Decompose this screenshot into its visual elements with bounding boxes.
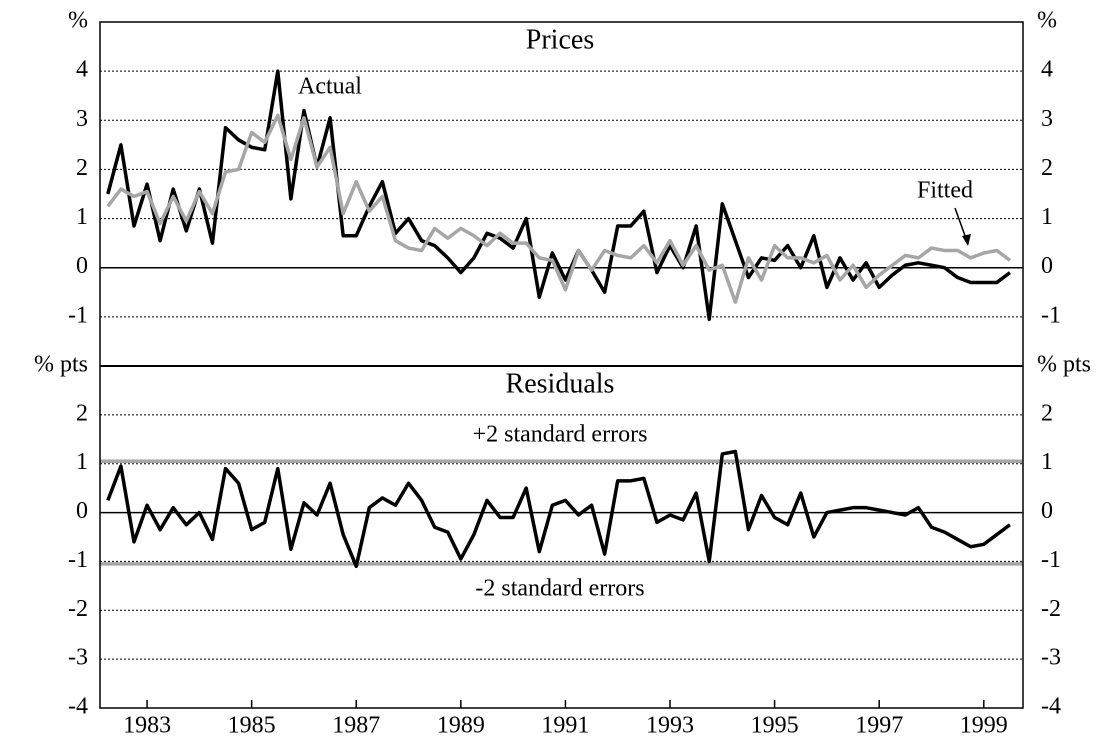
unit-label: % xyxy=(1037,8,1057,34)
y2-tick-label: 0 xyxy=(1041,253,1053,279)
y2-tick-label: 1 xyxy=(1041,204,1053,230)
y-tick-label: 4 xyxy=(76,57,88,83)
plot-frame xyxy=(99,21,1024,709)
y2-tick-label: -4 xyxy=(1041,694,1061,720)
y-tick-label: -3 xyxy=(68,645,88,671)
arrow-head xyxy=(962,234,971,246)
unit-label: % pts xyxy=(1037,352,1091,378)
y2-tick-label: 3 xyxy=(1041,106,1053,132)
y-tick-label: -1 xyxy=(68,547,88,573)
y-tick-label: -4 xyxy=(68,694,88,720)
y2-tick-label: 2 xyxy=(1041,155,1053,181)
y2-tick-label: -1 xyxy=(1041,302,1061,328)
panel-title: Prices xyxy=(526,24,594,55)
x-tick-label: 1983 xyxy=(123,713,171,739)
x-tick-label: 1989 xyxy=(437,713,485,739)
y-tick-label: 0 xyxy=(76,498,88,524)
x-tick-label: 1995 xyxy=(751,713,799,739)
y2-tick-label: 0 xyxy=(1041,498,1053,524)
unit-label: % xyxy=(68,8,88,34)
y2-tick-label: -3 xyxy=(1041,645,1061,671)
y-tick-label: -1 xyxy=(68,302,88,328)
y2-tick-label: 1 xyxy=(1041,449,1053,475)
y-tick-label: 1 xyxy=(76,449,88,475)
x-tick-label: 1997 xyxy=(855,713,903,739)
y2-tick-label: 2 xyxy=(1041,400,1053,426)
x-tick-label: 1991 xyxy=(541,713,589,739)
reference-label: +2 standard errors xyxy=(473,422,648,448)
y-tick-label: 2 xyxy=(76,155,88,181)
data-line xyxy=(106,449,1011,569)
y2-tick-label: 4 xyxy=(1041,57,1053,83)
series-label: Fitted xyxy=(917,178,973,204)
data-line xyxy=(106,69,1011,322)
y2-tick-label: -1 xyxy=(1041,547,1061,573)
y-tick-label: -2 xyxy=(68,596,88,622)
x-tick-label: 1987 xyxy=(332,713,380,739)
data-line xyxy=(106,113,1011,304)
reference-label: -2 standard errors xyxy=(475,576,644,602)
y2-tick-label: -2 xyxy=(1041,596,1061,622)
y-tick-label: 3 xyxy=(76,106,88,132)
panel-title: Residuals xyxy=(506,368,615,399)
x-tick-label: 1993 xyxy=(646,713,694,739)
x-tick-label: 1999 xyxy=(960,713,1008,739)
series-label: Actual xyxy=(298,74,362,100)
x-tick-label: 1985 xyxy=(228,713,276,739)
y-tick-label: 2 xyxy=(76,400,88,426)
unit-label: % pts xyxy=(34,352,88,378)
y-tick-label: 0 xyxy=(76,253,88,279)
y-tick-label: 1 xyxy=(76,204,88,230)
